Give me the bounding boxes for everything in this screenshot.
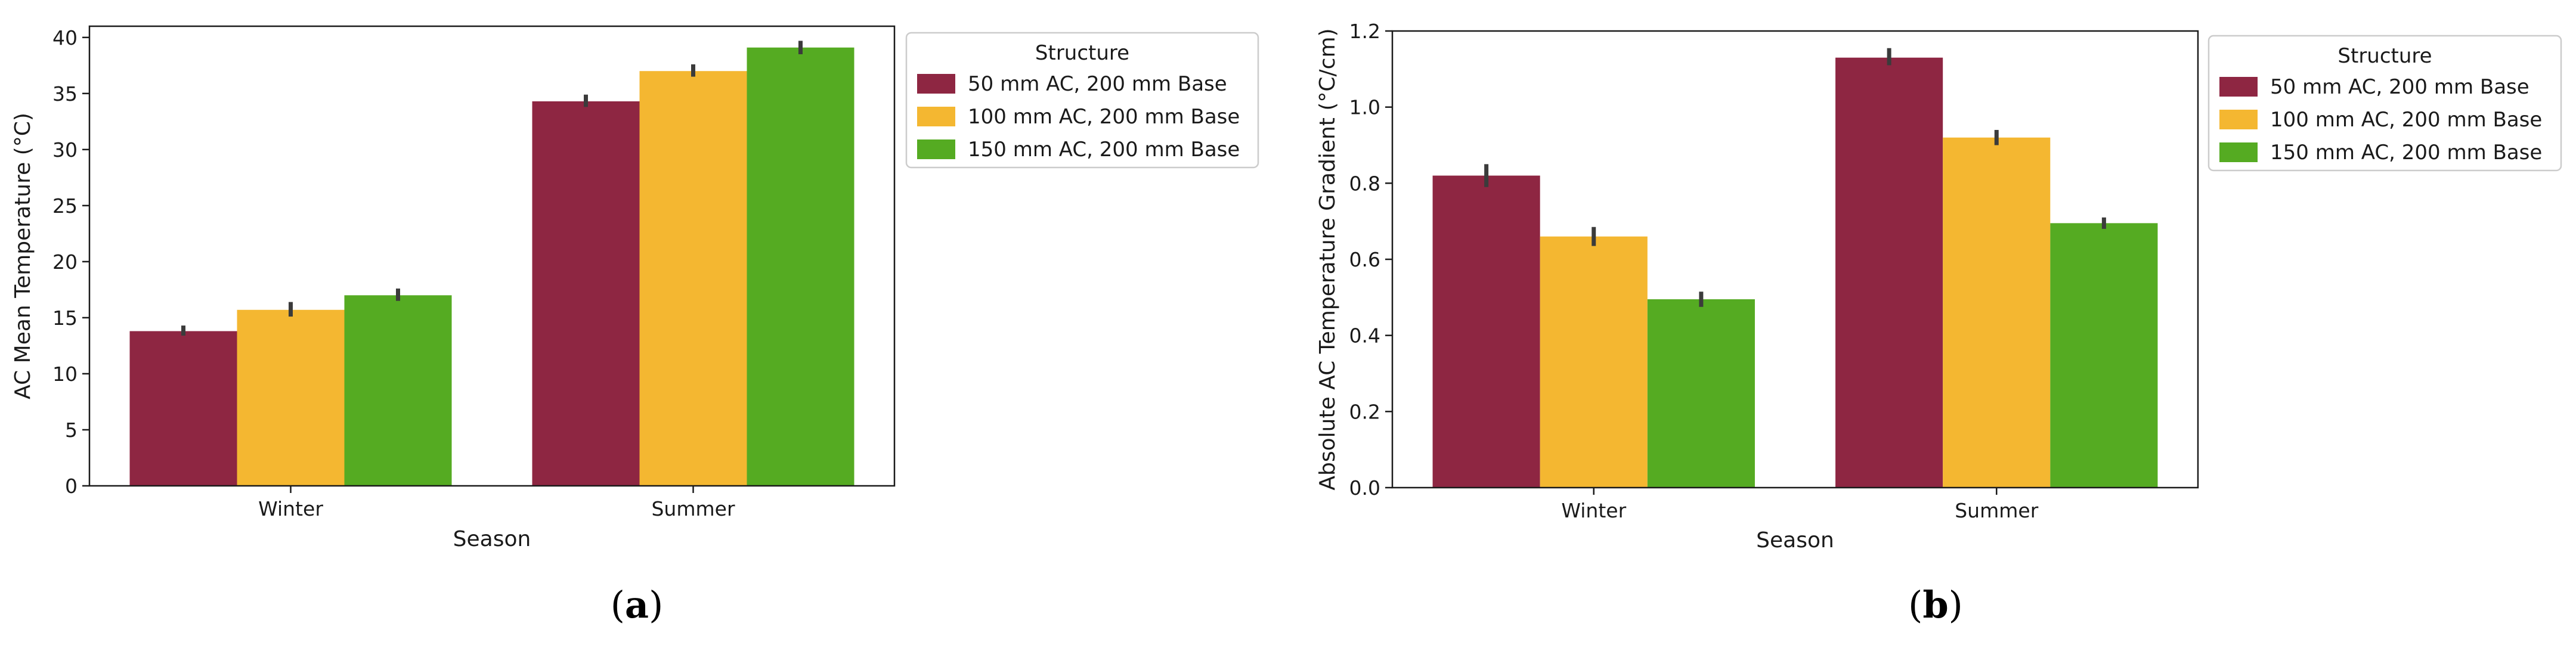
bar xyxy=(1943,137,2051,488)
bar xyxy=(747,47,854,486)
y-tick-label: 35 xyxy=(52,82,78,106)
panel-a-chart: 0 5 10 15 20 25 30 35 40 Winter Summer Season AC Mea… xyxy=(11,25,1259,551)
y-tick-label: 1.2 xyxy=(1349,20,1380,43)
x-tick-label: Winter xyxy=(258,497,323,520)
legend-swatch xyxy=(2219,142,2258,162)
bar xyxy=(532,101,640,486)
y-tick-label: 15 xyxy=(52,306,78,330)
legend-title: Structure xyxy=(1035,41,1129,65)
legend-swatch xyxy=(2219,77,2258,97)
legend-swatch xyxy=(917,139,955,159)
y-tick-label: 0.8 xyxy=(1349,172,1380,195)
y-tick-label: 0 xyxy=(65,475,78,498)
x-axis-label: Season xyxy=(1756,528,1834,553)
bar xyxy=(1432,175,1540,488)
legend-title: Structure xyxy=(2337,44,2432,68)
x-tick-label: Summer xyxy=(651,497,735,520)
y-axis-label: AC Mean Temperature (°C) xyxy=(11,113,35,399)
bar xyxy=(639,71,747,486)
y-axis-label: Absolute AC Temperature Gradient (°C/cm) xyxy=(1315,28,1340,490)
legend-box xyxy=(905,32,1259,169)
bar xyxy=(1540,236,1648,488)
x-axis-label: Season xyxy=(453,527,531,551)
y-tick-label: 30 xyxy=(52,138,78,162)
x-tick-label: Winter xyxy=(1561,499,1626,522)
panel-b-label: (b) xyxy=(1908,583,1963,627)
legend-entry: 150 mm AC, 200 mm Base xyxy=(2270,141,2542,165)
axes-frame xyxy=(88,25,896,487)
legend-swatch xyxy=(917,107,955,126)
legend: Structure 50 mm AC, 200 mm Base 100 mm AC,… xyxy=(905,32,1259,169)
y-tick-label: 20 xyxy=(52,250,78,274)
y-tick-label: 1.0 xyxy=(1349,96,1380,119)
y-tick-label: 5 xyxy=(65,418,78,442)
y-tick-label: 25 xyxy=(52,194,78,218)
legend-entry: 100 mm AC, 200 mm Base xyxy=(968,105,1240,129)
legend-swatch xyxy=(2219,110,2258,129)
bar xyxy=(344,295,452,486)
y-tick-label: 0.2 xyxy=(1349,400,1380,423)
y-tick-label: 10 xyxy=(52,362,78,386)
bar xyxy=(129,331,237,486)
legend-entry: 100 mm AC, 200 mm Base xyxy=(2270,108,2542,132)
legend: Structure 50 mm AC, 200 mm Base 100 mm AC,… xyxy=(2207,35,2562,172)
legend-entry: 150 mm AC, 200 mm Base xyxy=(968,138,1240,162)
bar xyxy=(237,309,345,486)
x-tick-label: Summer xyxy=(1955,499,2038,522)
bar xyxy=(1647,299,1755,488)
panel-b-chart: 0.0 0.2 0.4 0.6 0.8 1.0 1.2 Winter Summer Season A… xyxy=(1315,20,2562,553)
legend-box xyxy=(2207,35,2562,172)
legend-swatch xyxy=(917,74,955,94)
bar xyxy=(1835,57,1943,488)
legend-entry: 50 mm AC, 200 mm Base xyxy=(968,72,1227,96)
panel-a-label: (a) xyxy=(611,583,664,627)
legend-entry: 50 mm AC, 200 mm Base xyxy=(2270,75,2529,99)
y-tick-label: 40 xyxy=(52,26,78,49)
bar xyxy=(2050,223,2158,488)
y-tick-label: 0.0 xyxy=(1349,476,1380,500)
y-tick-label: 0.6 xyxy=(1349,248,1380,271)
y-tick-label: 0.4 xyxy=(1349,324,1380,348)
